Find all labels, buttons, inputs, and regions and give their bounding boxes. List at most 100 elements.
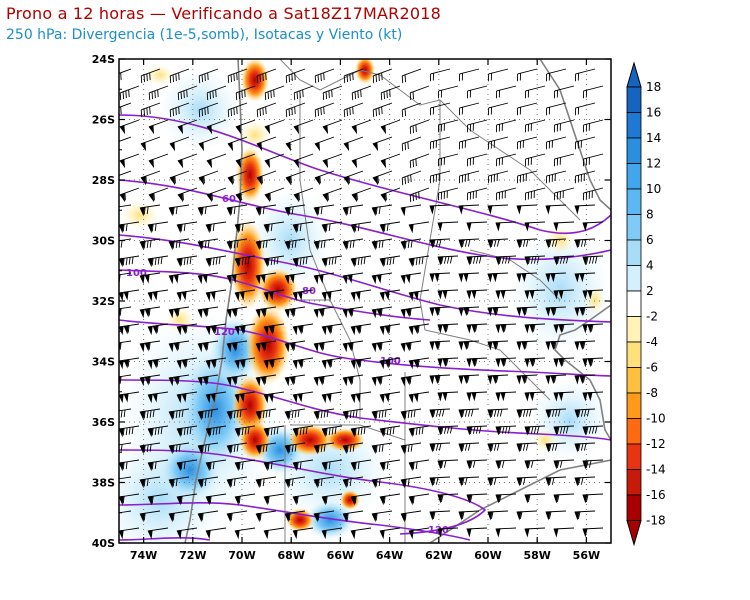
wind-barb-feather xyxy=(349,206,352,215)
wind-barb-pennant xyxy=(318,308,324,318)
wind-barb-feather xyxy=(233,73,235,82)
wind-barb-feather xyxy=(131,426,134,435)
wind-barb-pennant xyxy=(263,427,269,438)
wind-barb-feather xyxy=(415,427,418,436)
wind-barb-pennant xyxy=(342,444,348,455)
wind-barb-feather xyxy=(443,460,447,468)
wind-barb-pennant xyxy=(119,291,124,302)
wind-barb-feather xyxy=(392,426,395,435)
wind-barb-pennant xyxy=(437,494,443,504)
wind-barb-pennant xyxy=(226,342,232,353)
wind-barb-pennant xyxy=(231,274,237,284)
wind-barb-pennant xyxy=(342,274,348,285)
wind-barb-feather xyxy=(464,477,468,485)
wind-barb-feather xyxy=(449,256,453,264)
wind-barb-pennant xyxy=(524,392,530,402)
wind-barb-pennant xyxy=(458,341,464,351)
wind-barb-pennant xyxy=(181,359,187,369)
wind-barb-feather xyxy=(331,89,333,98)
wind-barb-feather xyxy=(204,206,207,215)
wind-barb-feather xyxy=(276,256,279,265)
wind-barb-pennant xyxy=(545,341,551,351)
wind-barb-feather xyxy=(178,72,180,81)
wind-barb-feather xyxy=(466,341,470,349)
wind-barb-pennant xyxy=(326,359,332,369)
wind-barb-feather xyxy=(215,89,217,98)
wind-barb-pennant xyxy=(168,342,174,353)
wind-barb-pennant xyxy=(487,205,493,215)
wind-barb xyxy=(119,272,132,276)
wind-barb-feather xyxy=(293,308,296,316)
wind-barb-pennant xyxy=(408,223,414,234)
wind-barb-feather xyxy=(378,206,381,215)
wind-barb-feather xyxy=(290,176,292,184)
wind-barb-feather xyxy=(180,91,183,100)
wind-barb xyxy=(257,102,277,111)
wind-barb xyxy=(517,102,538,109)
wind-barb xyxy=(343,545,363,548)
wind-barb-feather xyxy=(154,427,157,436)
wind-barb-pennant xyxy=(168,308,174,319)
wind-barb-feather xyxy=(352,72,354,81)
wind-barb-feather xyxy=(236,72,238,81)
wind-barb-pennant xyxy=(226,308,232,319)
wind-barb-feather xyxy=(527,460,531,468)
wind-barb-feather xyxy=(247,426,250,435)
wind-barb-feather xyxy=(207,240,210,248)
wind-barb xyxy=(525,119,546,126)
wind-barb-feather xyxy=(215,427,218,435)
wind-barb-feather xyxy=(122,496,125,504)
wind-barb-pennant xyxy=(553,426,559,436)
wind-barb-feather xyxy=(122,258,125,266)
wind-barb-feather xyxy=(294,72,296,81)
wind-barb-pennant xyxy=(176,427,182,438)
wind-barb-feather xyxy=(236,410,239,418)
colorbar-level-label: 10 xyxy=(646,182,661,196)
wind-barb-pennant xyxy=(582,528,588,538)
wind-barb-feather xyxy=(421,426,424,435)
wind-barb-feather xyxy=(296,91,299,100)
isotach-label: 100 xyxy=(380,356,401,367)
wind-barb-pennant xyxy=(144,376,150,386)
colorbar-segment xyxy=(626,137,642,164)
wind-barb-pennant xyxy=(495,256,501,266)
wind-barb-feather xyxy=(265,72,267,81)
wind-barb xyxy=(583,119,604,126)
wind-barb-feather xyxy=(386,427,389,436)
wind-barb-feather xyxy=(437,341,441,349)
axis-ticks xyxy=(119,58,611,544)
wind-barb-pennant xyxy=(587,358,593,368)
wind-barb-feather xyxy=(209,224,212,232)
wind-barb-pennant xyxy=(380,158,387,169)
wind-barb-feather xyxy=(446,256,450,264)
wind-barb xyxy=(459,545,479,546)
wind-barb-feather xyxy=(415,461,418,470)
lat-tick-label: 28S xyxy=(92,174,115,187)
wind-barb-feather xyxy=(299,427,302,436)
wind-barb-pennant xyxy=(263,461,269,472)
wind-barb-feather xyxy=(432,239,436,247)
wind-barb-pennant xyxy=(139,512,145,523)
wind-barb-pennant xyxy=(463,341,469,351)
wind-barb-pennant xyxy=(139,206,145,217)
wind-barb-feather xyxy=(363,256,366,265)
wind-barb-pennant xyxy=(384,359,390,369)
wind-barb-feather xyxy=(352,240,355,248)
wind-barb xyxy=(488,102,509,109)
wind-barb-feather xyxy=(270,223,273,232)
wind-barb-feather xyxy=(351,376,354,384)
wind-barb-feather xyxy=(288,411,291,419)
wind-barb-pennant xyxy=(429,307,435,317)
wind-barb xyxy=(546,545,566,546)
wind-barb-pennant xyxy=(458,511,464,521)
wind-barb-pennant xyxy=(434,307,440,317)
wind-barb-pennant xyxy=(516,477,522,487)
wind-barb-pennant xyxy=(466,256,472,266)
wind-barb-pennant xyxy=(582,494,588,504)
wind-barb-pennant xyxy=(169,175,176,186)
wind-barb-feather xyxy=(519,409,523,417)
wind-barb xyxy=(294,85,314,94)
wind-barb-pennant xyxy=(260,274,266,284)
wind-barb-feather xyxy=(131,256,134,265)
wind-barb-feather xyxy=(412,258,415,266)
